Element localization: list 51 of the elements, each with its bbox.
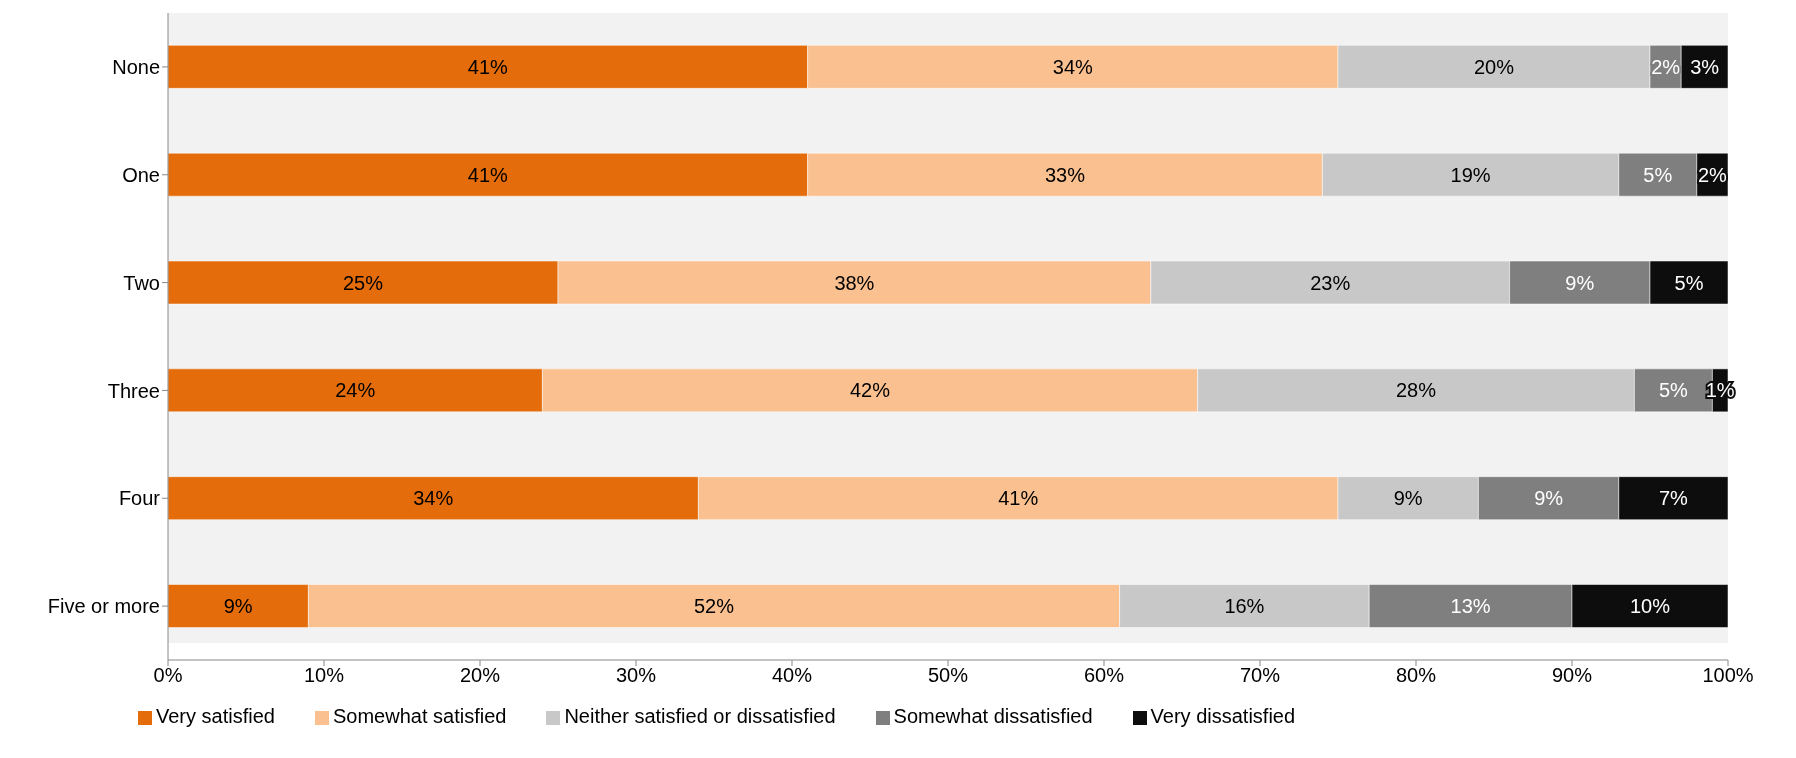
x-tick-label: 80% [1395, 664, 1437, 687]
data-label: 19% [1450, 163, 1491, 186]
data-label: 25% [342, 271, 384, 294]
x-tick-label: 40% [771, 664, 813, 687]
data-label: 24% [335, 379, 376, 402]
data-label: 2% [1697, 163, 1728, 186]
data-label: 42% [849, 379, 891, 402]
x-tick-label: 10% [303, 664, 345, 687]
x-tick-label: 100% [1702, 664, 1754, 687]
data-label: 2% [1651, 55, 1681, 78]
legend-label: Somewhat satisfied [332, 705, 507, 727]
data-label: 3% [1690, 55, 1720, 78]
data-label: 23% [1310, 271, 1351, 294]
legend-label: Somewhat dissatisfied [893, 705, 1093, 727]
data-label: 33% [1044, 163, 1086, 186]
x-tick-label: 0% [153, 664, 183, 687]
data-label: 9% [223, 595, 253, 618]
x-tick-label: 90% [1551, 664, 1593, 687]
legend-label: Very satisfied [156, 705, 275, 727]
x-tick-label: 30% [615, 664, 657, 687]
data-label: 5% [1643, 163, 1673, 186]
legend-label: Neither satisfied or dissatisfied [564, 705, 836, 727]
data-label: 16% [1224, 595, 1265, 618]
data-label: 13% [1450, 595, 1491, 618]
data-label: 41% [467, 163, 509, 186]
x-tick-label: 50% [927, 664, 969, 687]
data-label: 34% [413, 487, 454, 510]
y-tick-label: Three [107, 379, 160, 402]
x-tick-label: 70% [1239, 664, 1281, 687]
x-tick-label: 20% [459, 664, 501, 687]
data-label: 10% [1629, 595, 1671, 618]
data-label: 34% [1052, 55, 1094, 78]
data-label: 20% [1473, 55, 1515, 78]
data-label: 38% [834, 271, 875, 294]
data-label: 9% [1565, 271, 1595, 294]
y-tick-label: Two [123, 271, 160, 294]
y-tick-label: None [112, 56, 160, 79]
data-label: 28% [1395, 379, 1437, 402]
data-label: 52% [693, 595, 735, 618]
data-label: 41% [467, 55, 509, 78]
y-tick-label: One [122, 163, 160, 186]
legend-label: Very dissatisfied [1150, 705, 1296, 727]
data-label: 9% [1393, 487, 1423, 510]
y-tick-label: Four [118, 487, 161, 510]
data-label: 7% [1658, 487, 1689, 510]
data-label: 5% [1658, 379, 1689, 402]
y-tick-label: Five or more [47, 595, 160, 618]
data-label: 9% [1534, 487, 1564, 510]
data-label: 41% [998, 487, 1039, 510]
x-tick-label: 60% [1083, 664, 1125, 687]
data-label: 5% [1674, 271, 1704, 294]
